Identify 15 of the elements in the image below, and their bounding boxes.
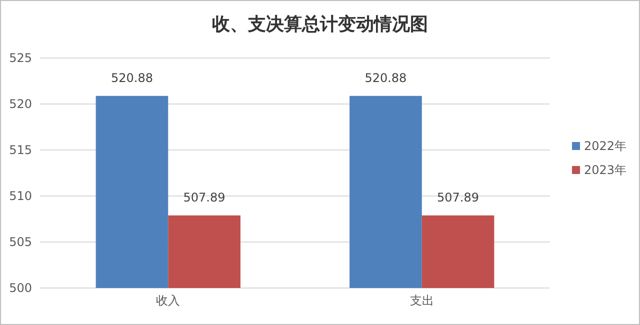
data-label: 507.89: [183, 190, 226, 204]
x-tick-label: 收入: [156, 294, 180, 308]
legend-label: 2023年: [584, 163, 627, 177]
y-tick-label: 510: [9, 188, 32, 203]
y-tick-label: 515: [9, 142, 32, 157]
data-label: 520.88: [364, 70, 407, 85]
y-tick-label: 520: [9, 96, 32, 111]
x-tick-label: 支出: [410, 294, 434, 308]
data-label: 520.88: [110, 70, 153, 85]
legend-label: 2022年: [584, 139, 627, 153]
y-tick-label: 525: [9, 50, 32, 65]
y-tick-label: 505: [9, 234, 32, 249]
data-label: 507.89: [437, 190, 480, 204]
chart-title: 收、支决算总计变动情况图: [212, 14, 428, 35]
y-tick-label: 500: [9, 280, 32, 295]
